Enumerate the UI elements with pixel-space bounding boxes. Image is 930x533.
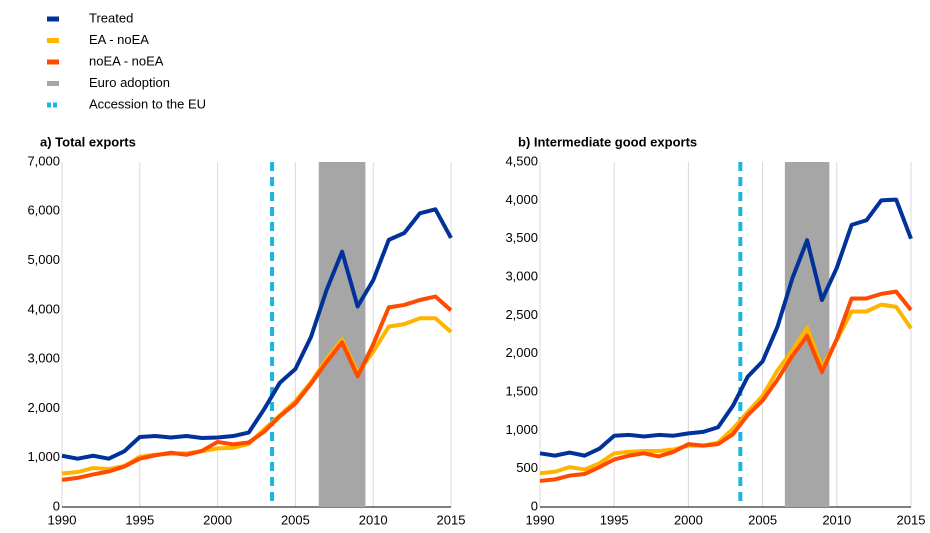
y-tick-label: 6,000 bbox=[27, 203, 60, 218]
y-tick-label: 500 bbox=[516, 460, 538, 475]
x-tick-label: 2010 bbox=[822, 512, 851, 527]
legend-label: EA - noEA bbox=[89, 32, 149, 47]
y-tick-label: 2,000 bbox=[505, 345, 538, 360]
x-tick-label: 1990 bbox=[48, 512, 77, 527]
y-tick-label: 3,000 bbox=[505, 268, 538, 283]
y-tick-label: 3,500 bbox=[505, 230, 538, 245]
legend-label: noEA - noEA bbox=[89, 53, 164, 68]
legend-label: Accession to the EU bbox=[89, 96, 206, 111]
y-tick-label: 1,000 bbox=[27, 449, 60, 464]
y-tick-label: 3,000 bbox=[27, 351, 60, 366]
y-tick-label: 2,000 bbox=[27, 400, 60, 415]
y-tick-label: 0 bbox=[53, 498, 60, 513]
x-tick-label: 2000 bbox=[203, 512, 232, 527]
y-tick-label: 2,500 bbox=[505, 307, 538, 322]
series-line bbox=[61, 294, 453, 482]
series-line bbox=[61, 207, 453, 461]
chart-title: b) Intermediate good exports bbox=[518, 134, 697, 149]
series-line bbox=[539, 302, 913, 476]
y-tick-label: 4,000 bbox=[27, 301, 60, 316]
x-tick-label: 2015 bbox=[437, 512, 466, 527]
y-tick-label: 5,000 bbox=[27, 252, 60, 267]
y-tick-label: 1,500 bbox=[505, 383, 538, 398]
x-tick-label: 1995 bbox=[125, 512, 154, 527]
x-tick-label: 1995 bbox=[600, 512, 629, 527]
series-line bbox=[539, 197, 913, 458]
y-tick-label: 4,500 bbox=[505, 153, 538, 168]
x-tick-label: 2000 bbox=[674, 512, 703, 527]
y-tick-label: 4,000 bbox=[505, 192, 538, 207]
x-tick-label: 2015 bbox=[897, 512, 926, 527]
x-tick-label: 2010 bbox=[359, 512, 388, 527]
y-tick-label: 7,000 bbox=[27, 153, 60, 168]
x-tick-label: 2005 bbox=[281, 512, 310, 527]
legend-label: Treated bbox=[89, 10, 133, 25]
x-tick-label: 2005 bbox=[748, 512, 777, 527]
y-tick-label: 1,000 bbox=[505, 422, 538, 437]
y-tick-label: 0 bbox=[531, 498, 538, 513]
x-tick-label: 1990 bbox=[526, 512, 555, 527]
euro-adoption-band bbox=[318, 162, 366, 507]
chart-title: a) Total exports bbox=[40, 134, 136, 149]
series-line bbox=[61, 316, 453, 476]
legend-label: Euro adoption bbox=[89, 75, 170, 90]
series-line bbox=[539, 289, 913, 483]
